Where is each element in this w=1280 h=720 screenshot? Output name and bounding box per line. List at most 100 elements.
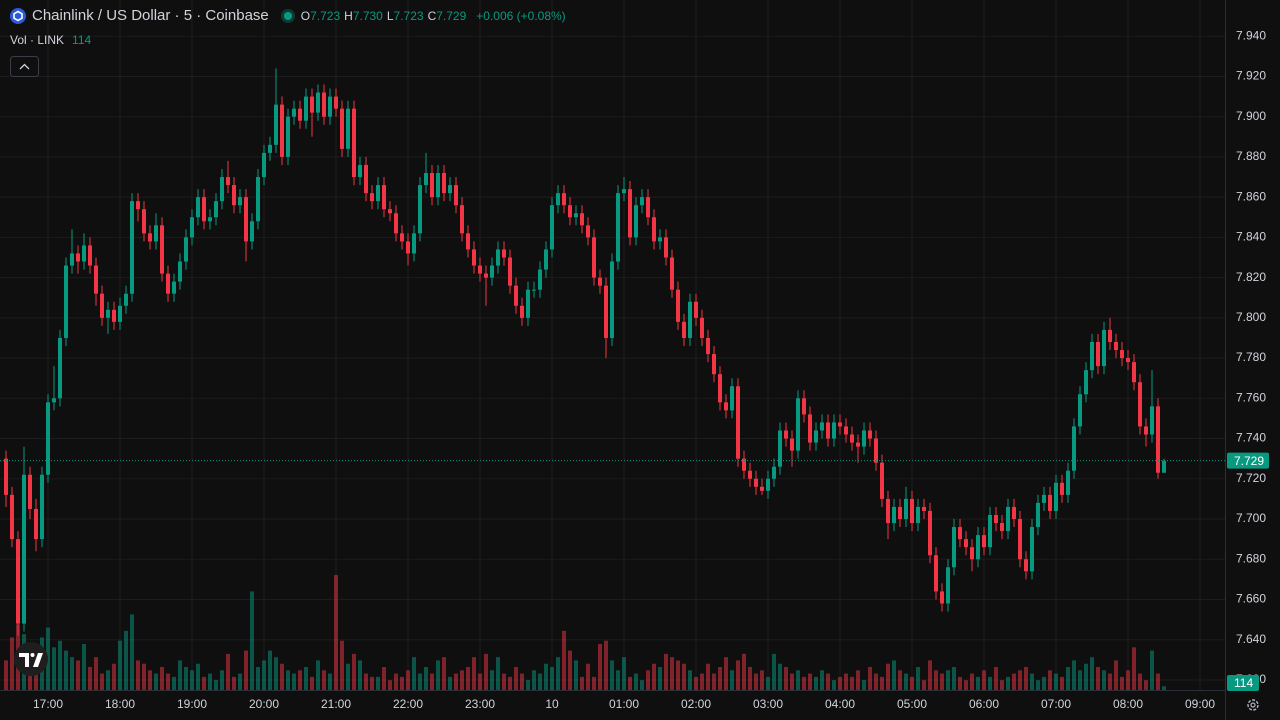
volume-bar [358, 660, 362, 690]
volume-bar [952, 667, 956, 690]
candle-body [1162, 460, 1166, 473]
symbol-icon [10, 7, 26, 24]
candle-body [838, 422, 842, 427]
candle-body [1006, 506, 1010, 532]
candle-body [688, 301, 692, 338]
volume-value: 114 [72, 33, 92, 47]
volume-bar [868, 667, 872, 690]
candle-body [172, 281, 176, 294]
volume-bar [1114, 660, 1118, 690]
symbol-title[interactable]: Chainlink / US Dollar · 5 · Coinbase [32, 7, 269, 24]
candle-body [982, 535, 986, 548]
candle-body [394, 213, 398, 234]
candle-body [1030, 527, 1034, 572]
candle-body [454, 185, 458, 206]
candle-body [496, 249, 500, 266]
candle-body [970, 547, 974, 560]
candle-body [88, 245, 92, 266]
candle-body [184, 237, 188, 262]
volume-bar [370, 676, 374, 690]
candle-body [148, 233, 152, 242]
volume-bar [202, 676, 206, 690]
candle-body [442, 173, 446, 194]
collapse-button[interactable] [10, 56, 39, 77]
volume-bar [406, 670, 410, 690]
volume-bar [988, 676, 992, 690]
tradingview-logo[interactable] [14, 642, 48, 676]
y-tick-label: 7.780 [1236, 350, 1266, 364]
candle-body [844, 426, 848, 435]
candle-body [256, 177, 260, 222]
volume-bar [448, 676, 452, 690]
candle-body [898, 506, 902, 520]
candle-body [22, 474, 26, 624]
volume-bar [196, 663, 200, 690]
ohlc-values: O7.723 H7.730 L7.723 C7.729 [301, 9, 471, 23]
volume-bar [1000, 680, 1004, 690]
volume-badge [1227, 675, 1259, 691]
ohlc-label: H [344, 8, 353, 23]
candle-body [238, 197, 242, 206]
candle-body [64, 265, 68, 338]
candle-body [106, 309, 110, 318]
candle-body [694, 301, 698, 318]
volume-bar [1054, 673, 1058, 690]
candle-body [142, 209, 146, 234]
x-tick-label: 08:00 [1113, 697, 1143, 711]
candle-body [358, 164, 362, 178]
candle-body [856, 442, 860, 447]
candle-body [322, 92, 326, 117]
candle-body [670, 257, 674, 290]
candle-body [460, 205, 464, 234]
volume-bar [214, 680, 218, 690]
volume-bar [1138, 673, 1142, 690]
candle-body [550, 205, 554, 250]
candle-body [502, 249, 506, 258]
volume-bar [286, 670, 290, 690]
candle-body [196, 197, 200, 218]
candle-body [1084, 370, 1088, 395]
candle-body [100, 293, 104, 318]
volume-bar [880, 676, 884, 690]
volume-badge-label: 114 [1234, 676, 1253, 690]
volume-bar [1144, 680, 1148, 690]
volume-bar [4, 660, 8, 690]
volume-bar [382, 667, 386, 690]
candle-body [112, 309, 116, 322]
volume-bar [94, 657, 98, 690]
last-price-badge [1227, 452, 1269, 469]
volume-bar [826, 673, 830, 690]
candle-body [424, 173, 428, 186]
candle-body [382, 185, 386, 210]
volume-bar [982, 670, 986, 690]
candle-body [334, 96, 338, 109]
candle-body [208, 217, 212, 222]
volume-bar [430, 673, 434, 690]
candle-body [40, 474, 44, 540]
volume-bar [1030, 673, 1034, 690]
candle-body [772, 466, 776, 479]
candle-body [1060, 482, 1064, 495]
candle-body [1156, 406, 1160, 473]
candle-body [862, 430, 866, 447]
x-tick-label: 02:00 [681, 697, 711, 711]
candle-body [370, 193, 374, 202]
volume-bar [70, 657, 74, 690]
candle-body [124, 293, 128, 306]
volume-bar [1126, 670, 1130, 690]
settings-icon[interactable] [1247, 699, 1259, 711]
candle-body [568, 205, 572, 218]
volume-bar [742, 653, 746, 690]
volume-bar [1096, 667, 1100, 690]
candle-body [1078, 394, 1082, 427]
volume-bar [58, 640, 62, 690]
candle-body [166, 273, 170, 294]
candle-body [190, 217, 194, 238]
candle-body [778, 430, 782, 467]
candle-body [1000, 523, 1004, 532]
candle-body [292, 108, 296, 117]
candle-body [676, 289, 680, 322]
candle-body [16, 539, 20, 624]
candle-body [634, 205, 638, 238]
x-tick-label: 04:00 [825, 697, 855, 711]
